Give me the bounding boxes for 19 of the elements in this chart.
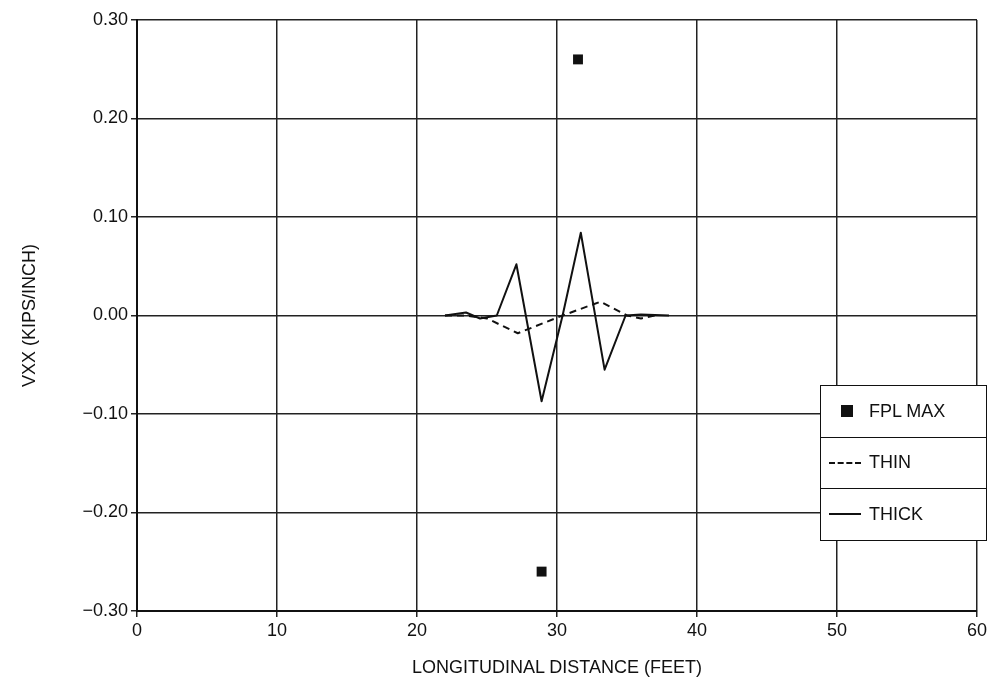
x-tick-label: 20 [406, 619, 428, 640]
legend-label: FPL MAX [869, 400, 946, 422]
y-tick-label: 0.30 [92, 8, 128, 29]
y-tick-label: 0.00 [92, 304, 128, 325]
y-tick-label: −0.20 [82, 501, 128, 522]
y-tick-label: 0.10 [92, 205, 128, 226]
y-tick-label: −0.10 [82, 402, 128, 423]
x-tick-label: 0 [131, 619, 143, 640]
x-tick-label: 50 [826, 619, 848, 640]
x-axis-title: LONGITUDINAL DISTANCE (FEET) [411, 657, 703, 678]
y-tick-label: 0.20 [92, 107, 128, 128]
x-tick-label: 40 [686, 619, 708, 640]
x-tick-label: 10 [266, 619, 288, 640]
y-axis-title: VXX (KIPS/INCH) [18, 243, 39, 388]
legend-label: THICK [869, 503, 923, 525]
x-tick-label: 60 [966, 619, 988, 640]
legend-label: THIN [869, 452, 911, 474]
y-tick-label: −0.30 [82, 599, 128, 620]
x-tick-label: 30 [546, 619, 568, 640]
